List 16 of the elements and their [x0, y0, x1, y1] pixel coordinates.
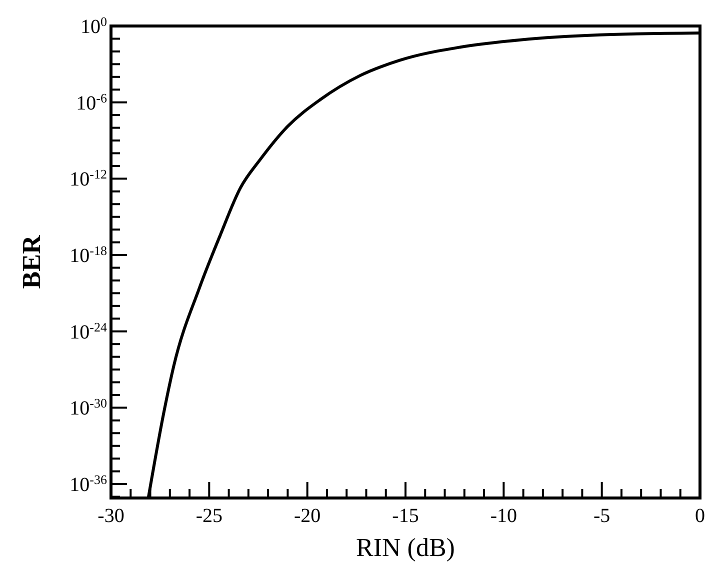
x-tick-label: -10	[490, 505, 518, 527]
x-tick-label: -5	[593, 505, 610, 527]
x-tick-label: -30	[98, 505, 124, 527]
y-axis-title: BER	[17, 235, 46, 289]
y-tick-label: 10$^{-24}$	[70, 318, 108, 344]
y-tick-label: 10$^{-6}$	[76, 90, 108, 114]
x-tick-label: -25	[196, 505, 223, 527]
y-tick-label: 10$^{-18}$	[70, 242, 107, 268]
x-tick-label: 0	[695, 505, 705, 527]
y-tick-label: 10$^{-12}$	[70, 166, 107, 191]
x-tick-label: -15	[392, 505, 419, 527]
y-tick-label: 10$^{-36}$	[70, 472, 108, 496]
x-axis-title: RIN (dB)	[356, 533, 455, 562]
x-tick-label: -20	[294, 505, 321, 527]
y-tick-label: 10$^{-30}$	[70, 395, 107, 420]
y-tick-label: 10$^{0}$	[80, 14, 107, 38]
